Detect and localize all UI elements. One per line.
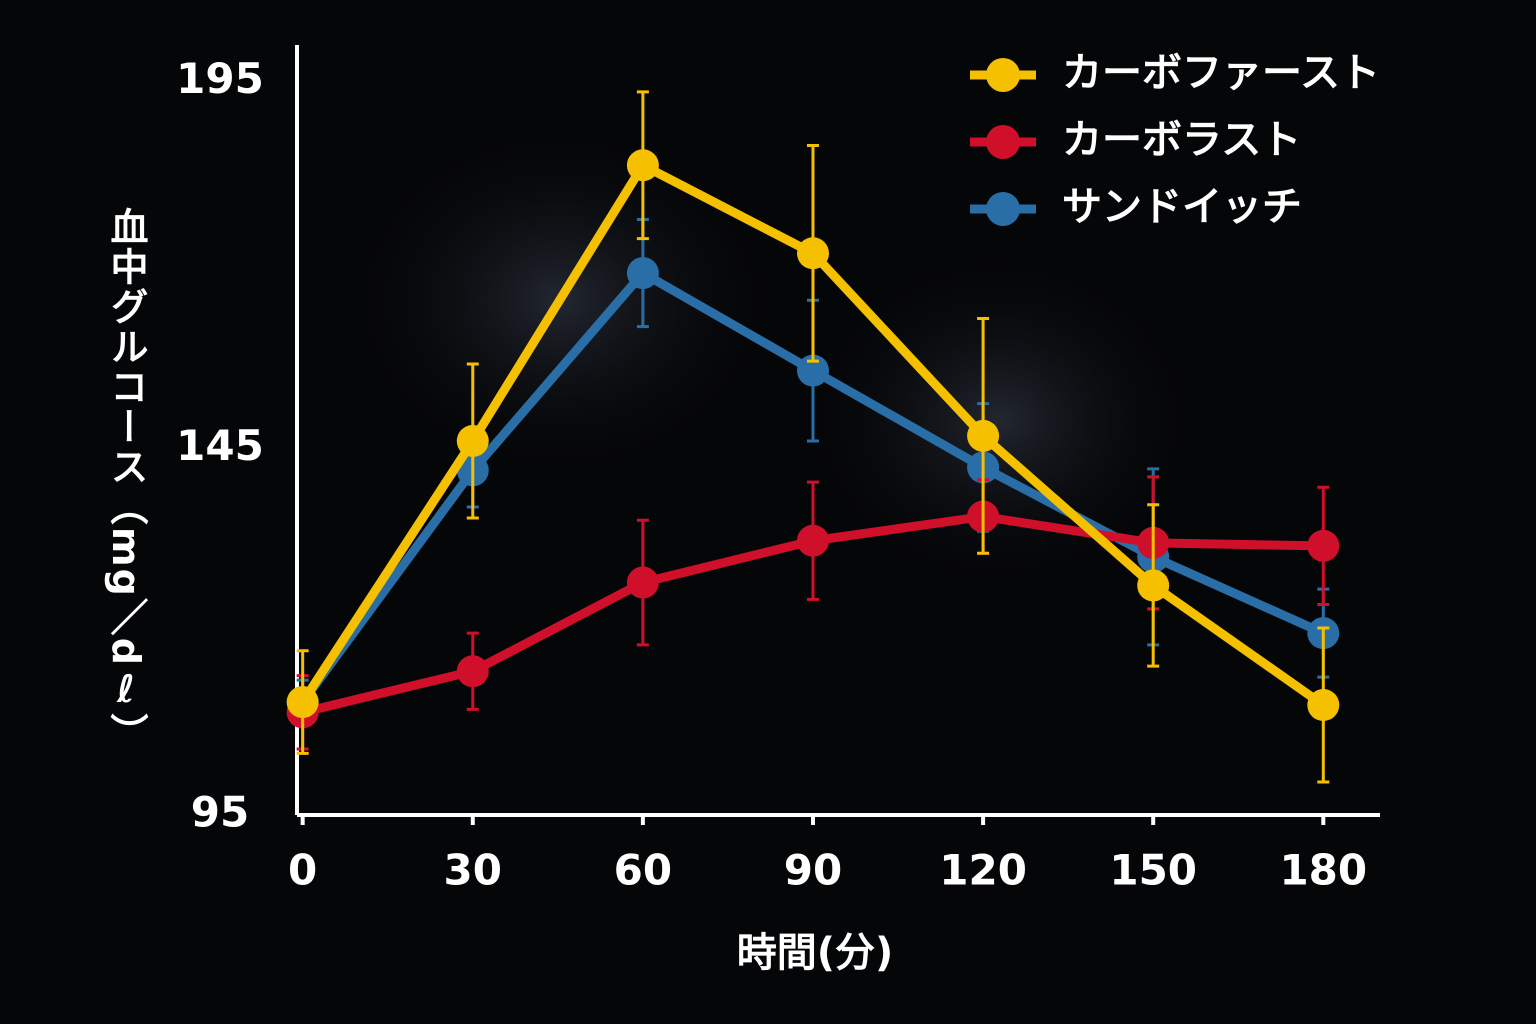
x-tick-label: 0	[288, 846, 317, 895]
x-tick-label: 90	[784, 846, 842, 895]
x-tick-label: 60	[614, 846, 672, 895]
legend-marker	[986, 125, 1020, 159]
data-point	[286, 686, 319, 719]
y-axis-label: 血中グルコース（mg／dℓ）	[104, 207, 148, 753]
data-point	[796, 237, 829, 270]
legend-marker	[986, 192, 1020, 226]
x-tick-label: 120	[939, 846, 1027, 895]
x-tick-label: 30	[444, 846, 502, 895]
legend-label: サンドイッチ	[1062, 184, 1302, 230]
x-tick-label: 180	[1279, 846, 1367, 895]
data-point	[1137, 569, 1170, 602]
y-tick-label: 95	[191, 788, 249, 837]
background-glow	[800, 250, 1200, 590]
data-point	[1307, 529, 1340, 562]
legend-marker	[986, 58, 1020, 92]
data-point	[796, 524, 829, 557]
data-point	[456, 655, 489, 688]
data-point	[967, 419, 1000, 452]
x-axis-label: 時間(分)	[737, 930, 894, 976]
y-tick-label: 195	[176, 54, 264, 103]
data-point	[456, 425, 489, 457]
data-point	[796, 354, 829, 387]
legend-label: カーボファースト	[1062, 50, 1380, 96]
data-point	[626, 566, 659, 599]
data-point	[626, 257, 659, 290]
x-tick-label: 150	[1109, 846, 1197, 895]
data-point	[1307, 689, 1340, 721]
y-tick-label: 145	[176, 421, 264, 470]
data-point	[626, 149, 659, 182]
legend-label: カーボラスト	[1062, 117, 1301, 163]
